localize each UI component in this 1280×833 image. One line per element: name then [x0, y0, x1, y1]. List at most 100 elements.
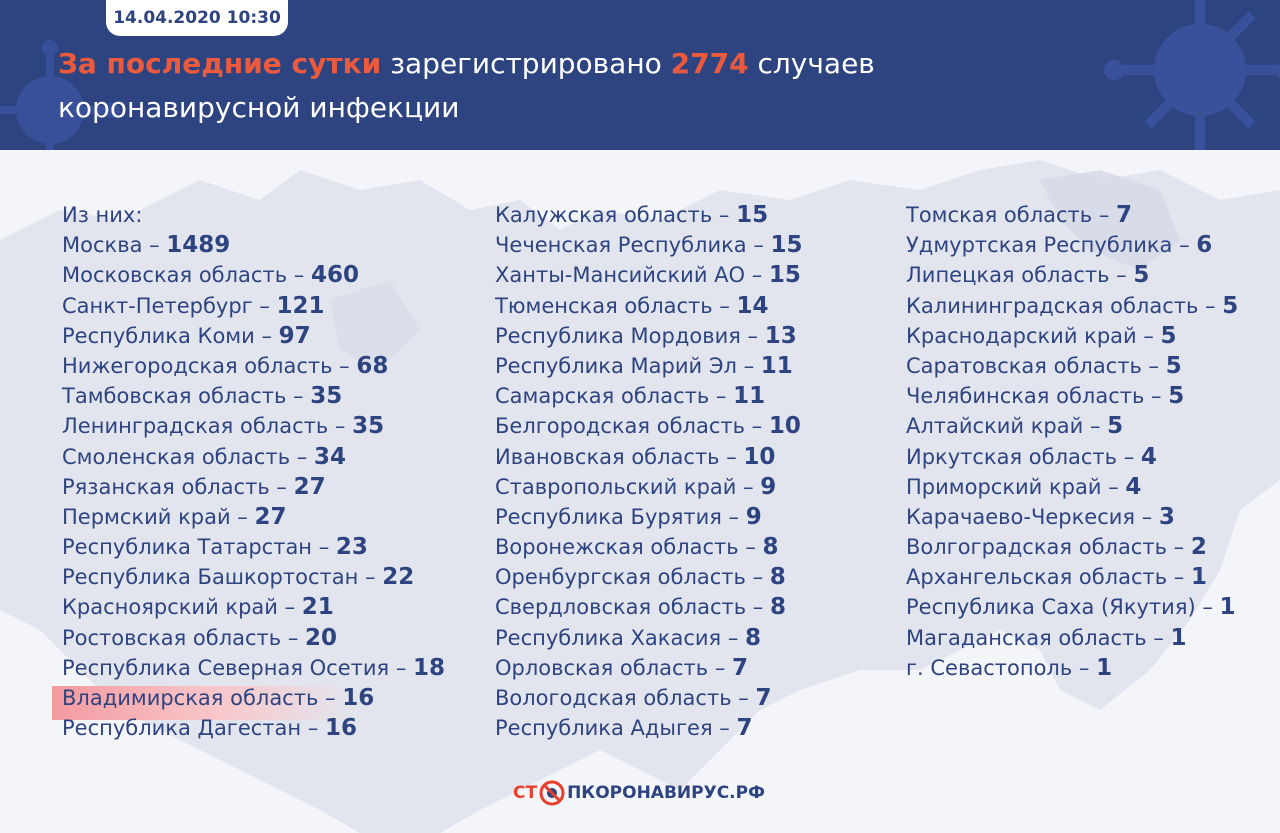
case-count: 9	[760, 473, 777, 500]
region-label: Свердловская область –	[495, 595, 770, 620]
region-row: Республика Марий Эл – 11	[495, 351, 803, 381]
region-row: Калининградская область – 5	[906, 291, 1238, 321]
region-row: Алтайский край – 5	[906, 411, 1238, 441]
region-label: Республика Коми –	[62, 323, 279, 348]
region-label: Республика Северная Осетия –	[62, 655, 414, 680]
virus-decoration-icon	[1104, 0, 1280, 150]
region-row: Ставропольский край – 9	[495, 472, 803, 502]
case-count: 8	[769, 564, 786, 591]
region-row: Воронежская область – 8	[495, 532, 803, 562]
region-row: Краснодарский край – 5	[906, 321, 1238, 351]
region-row: Приморский край – 4	[906, 472, 1238, 502]
region-row: Смоленская область – 34	[62, 442, 445, 472]
region-label: Ставропольский край –	[495, 474, 761, 499]
case-count: 13	[764, 322, 797, 349]
stopcoronavirus-logo: СТ ПКОРОНАВИРУС.РФ	[513, 778, 765, 808]
case-count: 15	[768, 262, 801, 289]
region-label: Белгородская область –	[495, 414, 769, 439]
headline-line-1: За последние сутки зарегистрировано 2774…	[58, 42, 1058, 86]
region-label: Краснодарский край –	[906, 323, 1161, 348]
region-label: Томская область –	[906, 203, 1117, 227]
case-count: 21	[301, 594, 334, 621]
region-column-2: Калужская область – 15 Чеченская Республи…	[495, 200, 803, 743]
date-badge: 14.04.2020 10:30	[106, 0, 288, 36]
case-count: 35	[352, 413, 385, 440]
region-column-1: Из них: Москва – 1489 Московская область –…	[62, 200, 445, 743]
case-count: 11	[760, 352, 793, 379]
region-label: Из них:	[62, 203, 143, 227]
region-row: Рязанская область – 27	[62, 472, 445, 502]
case-count: 5	[1107, 413, 1124, 440]
headline-tail: случаев	[748, 47, 875, 80]
case-count: 23	[335, 534, 368, 561]
region-row: Удмуртская Республика – 6	[906, 230, 1238, 260]
case-count: 2	[1190, 534, 1207, 561]
region-label: Санкт-Петербург –	[62, 293, 277, 318]
region-label: Воронежская область –	[495, 535, 763, 560]
region-label: Владимирская область –	[62, 686, 343, 710]
case-count: 8	[745, 624, 762, 651]
region-label: Рязанская область –	[62, 474, 294, 499]
case-count: 11	[733, 383, 766, 410]
region-row: Владимирская область – 16	[62, 683, 445, 713]
russia-map-background	[0, 160, 1280, 833]
region-row: Белгородская область – 10	[495, 411, 803, 441]
region-label: Калининградская область –	[906, 293, 1223, 318]
case-count: 3	[1158, 503, 1175, 530]
region-label: Архангельская область –	[906, 565, 1191, 590]
case-count: 10	[768, 413, 801, 440]
case-count: 1	[1170, 624, 1187, 651]
region-row: Саратовская область – 5	[906, 351, 1238, 381]
region-label: Приморский край –	[906, 474, 1126, 499]
case-count: 5	[1165, 352, 1182, 379]
case-count: 1	[1096, 654, 1113, 681]
region-label: Волгоградская область –	[906, 535, 1191, 560]
region-row: Липецкая область – 5	[906, 260, 1238, 290]
region-row: Республика Бурятия – 9	[495, 502, 803, 532]
region-label: Республика Татарстан –	[62, 535, 336, 560]
case-count: 18	[413, 654, 446, 681]
region-row: Из них:	[62, 200, 445, 230]
region-label: Саратовская область –	[906, 353, 1166, 378]
region-row: Карачаево-Черкесия – 3	[906, 502, 1238, 532]
region-row: Республика Хакасия – 8	[495, 623, 803, 653]
region-label: Пермский край –	[62, 504, 255, 529]
headline-line-2: коронавирусной инфекции	[58, 91, 460, 124]
case-count: 1	[1190, 564, 1207, 591]
case-count: 15	[770, 232, 803, 259]
case-count: 1489	[166, 232, 231, 259]
case-count: 5	[1168, 383, 1185, 410]
region-label: Республика Саха (Якутия) –	[906, 595, 1220, 620]
case-count: 10	[743, 443, 776, 470]
region-label: Вологодская область –	[495, 686, 756, 710]
region-label: Алтайский край –	[906, 414, 1108, 439]
region-label: Республика Адыгея –	[495, 716, 737, 741]
region-label: Ростовская область –	[62, 625, 306, 650]
case-count: 460	[310, 262, 359, 289]
region-row: Самарская область – 11	[495, 381, 803, 411]
case-count: 7	[732, 654, 749, 681]
region-row: Архангельская область – 1	[906, 562, 1238, 592]
region-row: Республика Саха (Якутия) – 1	[906, 592, 1238, 622]
region-row: Оренбургская область – 8	[495, 562, 803, 592]
region-label: Самарская область –	[495, 384, 734, 409]
virus-decoration-icon	[0, 40, 120, 150]
case-count: 4	[1125, 473, 1142, 500]
case-count: 8	[769, 594, 786, 621]
region-label: Челябинская область –	[906, 384, 1169, 409]
region-label: Нижегородская область –	[62, 353, 357, 378]
logo-text-left: СТ	[513, 783, 538, 803]
case-count: 8	[762, 534, 779, 561]
region-row: Республика Мордовия – 13	[495, 321, 803, 351]
case-count: 121	[276, 292, 325, 319]
case-count: 5	[1133, 262, 1150, 289]
case-count: 68	[356, 352, 389, 379]
case-count: 5	[1160, 322, 1177, 349]
case-count: 7	[736, 715, 753, 742]
headline-accent: За последние сутки	[58, 47, 382, 80]
region-row: Свердловская область – 8	[495, 592, 803, 622]
region-row: Чеченская Республика – 15	[495, 230, 803, 260]
headline: За последние сутки зарегистрировано 2774…	[58, 42, 1058, 130]
region-row: Магаданская область – 1	[906, 623, 1238, 653]
region-row: Республика Татарстан – 23	[62, 532, 445, 562]
